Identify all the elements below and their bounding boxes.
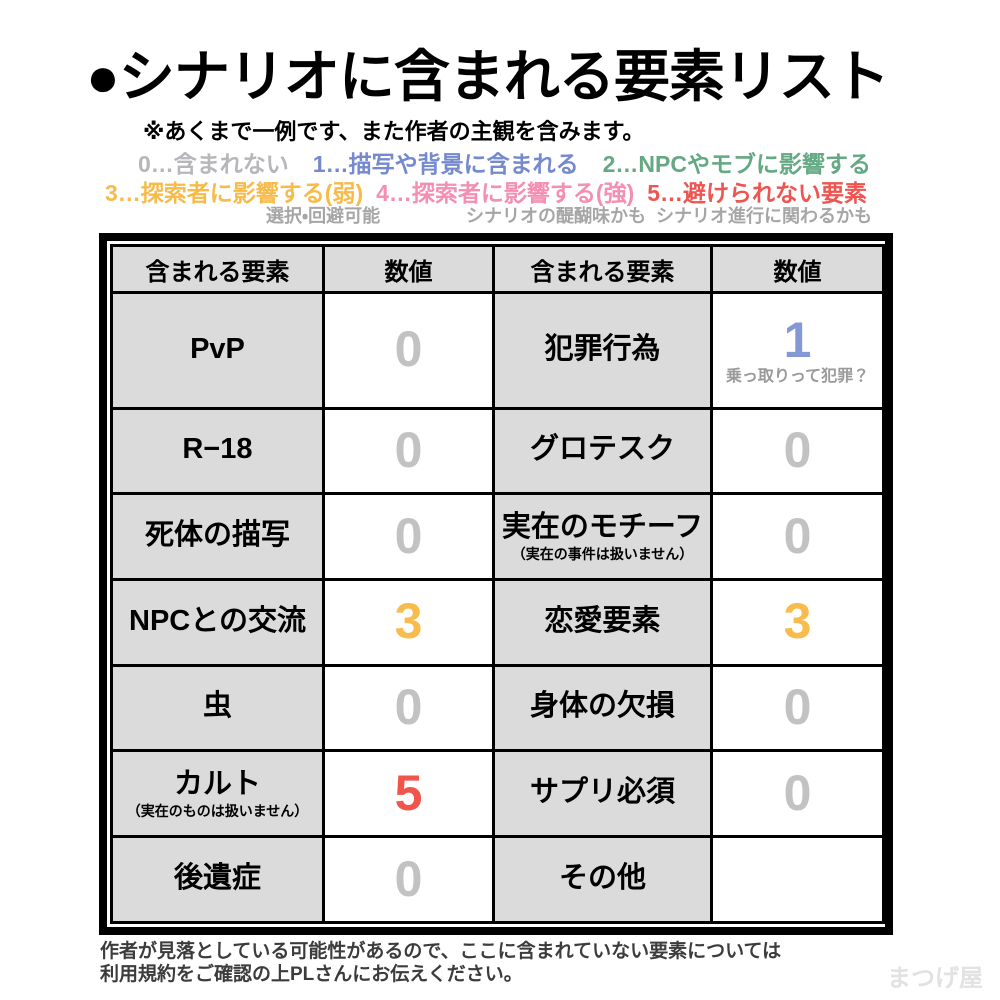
- value-cell: 0: [322, 663, 495, 753]
- element-label: 虫: [202, 690, 232, 723]
- value-cell: 0: [322, 406, 495, 496]
- element-value: 0: [783, 679, 812, 736]
- table-row: NPCとの交流 3 恋愛要素 3: [110, 578, 885, 667]
- element-cell: カルト （実在のものは扱いません）: [110, 749, 325, 839]
- element-label: 身体の欠損: [529, 690, 675, 723]
- column-header-element-left: 含まれる要素: [110, 244, 325, 294]
- element-cell: その他: [492, 835, 713, 924]
- element-label: 犯罪行為: [544, 332, 661, 365]
- table-row: 虫 0 身体の欠損 0: [110, 663, 885, 753]
- element-cell: グロテスク: [492, 406, 713, 496]
- header-row: 含まれる要素 数値 含まれる要素 数値: [110, 244, 885, 294]
- value-cell: 0: [322, 492, 495, 582]
- table-row: 死体の描写 0 実在のモチーフ （実在の事件は扱いません） 0: [110, 492, 885, 582]
- table-row: R−18 0 グロテスク 0: [110, 406, 885, 496]
- element-cell: PvP: [110, 291, 325, 410]
- disclaimer-note: ※あくまで一例です、また作者の主観を含みます。: [143, 119, 645, 144]
- legend-level-1: 1…描写や背景に含まれる: [312, 151, 579, 177]
- element-value: 3: [783, 593, 812, 650]
- element-value: 0: [783, 764, 812, 821]
- elements-table: 含まれる要素 数値 含まれる要素 数値 PvP 0: [99, 233, 893, 935]
- footer-line-1: 作者が見落としている可能性があるので、ここに含まれていない要素については: [100, 941, 782, 962]
- element-cell: 身体の欠損: [492, 663, 713, 753]
- element-value: 0: [394, 850, 423, 907]
- value-cell: 0: [710, 663, 885, 753]
- legend-row-2: 3…探索者に影響する(弱) 4…探索者に影響する(強) 5…避けられない要素: [105, 174, 867, 208]
- column-header-value-left: 数値: [322, 244, 495, 294]
- legend-sublabels: 選択・回避可能 シナリオの醍醐味かも シナリオ進行に関わるかも: [0, 202, 1000, 226]
- footer-note: 作者が見落としている可能性があるので、ここに含まれていない要素については 利用規…: [100, 940, 781, 986]
- element-cell: 後遺症: [110, 835, 325, 924]
- value-cell: 0: [710, 749, 885, 839]
- element-label: サプリ必須: [529, 776, 675, 809]
- legend-level-0: 0…含まれない: [138, 151, 289, 177]
- element-label: 死体の描写: [144, 518, 290, 551]
- value-cell: 1 乗っ取りって犯罪？: [710, 291, 885, 410]
- legend-level-4: 4…探索者に影響する(強): [376, 180, 635, 206]
- element-value: 0: [394, 507, 423, 564]
- legend-sublabel-flavor: シナリオの醍醐味かも: [466, 206, 646, 226]
- table-row: PvP 0 犯罪行為 1 乗っ取りって犯罪？: [110, 291, 885, 410]
- value-cell: 0: [322, 835, 495, 924]
- legend-level-2: 2…NPCやモブに影響する: [602, 151, 871, 177]
- element-cell: 死体の描写: [110, 492, 325, 582]
- element-cell: NPCとの交流: [110, 578, 325, 667]
- element-label: その他: [558, 861, 646, 894]
- element-value: 0: [394, 321, 423, 378]
- element-value: 0: [394, 421, 423, 478]
- element-label: PvP: [190, 332, 245, 365]
- elements-table-grid: 含まれる要素 数値 含まれる要素 数値 PvP 0: [110, 244, 885, 924]
- footer-line-2: 利用規約をご確認の上PLさんにお伝えください。: [100, 964, 523, 986]
- legend-level-5: 5…避けられない要素: [647, 180, 868, 206]
- element-value: 1: [783, 311, 812, 368]
- value-cell: 0: [710, 492, 885, 582]
- watermark: まつげ屋: [887, 965, 983, 992]
- element-cell: 実在のモチーフ （実在の事件は扱いません）: [492, 492, 713, 582]
- value-cell: 0: [710, 406, 885, 496]
- element-label: 実在のモチーフ: [501, 510, 704, 543]
- element-label: NPCとの交流: [129, 604, 306, 637]
- value-note: 乗っ取りって犯罪？: [725, 367, 870, 385]
- legend-sublabel-avoidable: 選択・回避可能: [266, 206, 381, 226]
- legend-sublabel-progress: シナリオ進行に関わるかも: [656, 206, 872, 226]
- value-cell: 3: [710, 578, 885, 667]
- element-value: 5: [394, 764, 423, 821]
- element-value: 0: [394, 679, 423, 736]
- element-cell: 犯罪行為: [492, 291, 713, 410]
- column-header-element-right: 含まれる要素: [492, 244, 713, 294]
- element-label: 恋愛要素: [544, 604, 661, 637]
- legend-row-1: 0…含まれない 1…描写や背景に含まれる 2…NPCやモブに影響する: [138, 145, 871, 179]
- value-cell: 0: [322, 291, 495, 410]
- element-cell: サプリ必須: [492, 749, 713, 839]
- element-label: グロテスク: [529, 433, 675, 466]
- page-title: ●シナリオに含まれる要素リスト: [86, 45, 890, 108]
- element-cell: 恋愛要素: [492, 578, 713, 667]
- element-value: 0: [783, 507, 812, 564]
- element-value: 3: [394, 593, 423, 650]
- element-label: カルト: [173, 767, 261, 800]
- element-note: （実在の事件は扱いません）: [511, 545, 694, 562]
- element-value: 0: [783, 421, 812, 478]
- element-label: 後遺症: [173, 861, 261, 894]
- value-cell: 3: [322, 578, 495, 667]
- table-row: カルト （実在のものは扱いません） 5 サプリ必須 0: [110, 749, 885, 839]
- element-label: R−18: [182, 433, 253, 466]
- value-cell: 5: [322, 749, 495, 839]
- column-header-value-right: 数値: [710, 244, 885, 294]
- element-note: （実在のものは扱いません）: [126, 803, 309, 820]
- legend-level-3: 3…探索者に影響する(弱): [105, 180, 364, 206]
- table-row: 後遺症 0 その他: [110, 835, 885, 924]
- value-cell: [710, 835, 885, 924]
- element-cell: R−18: [110, 406, 325, 496]
- element-cell: 虫: [110, 663, 325, 753]
